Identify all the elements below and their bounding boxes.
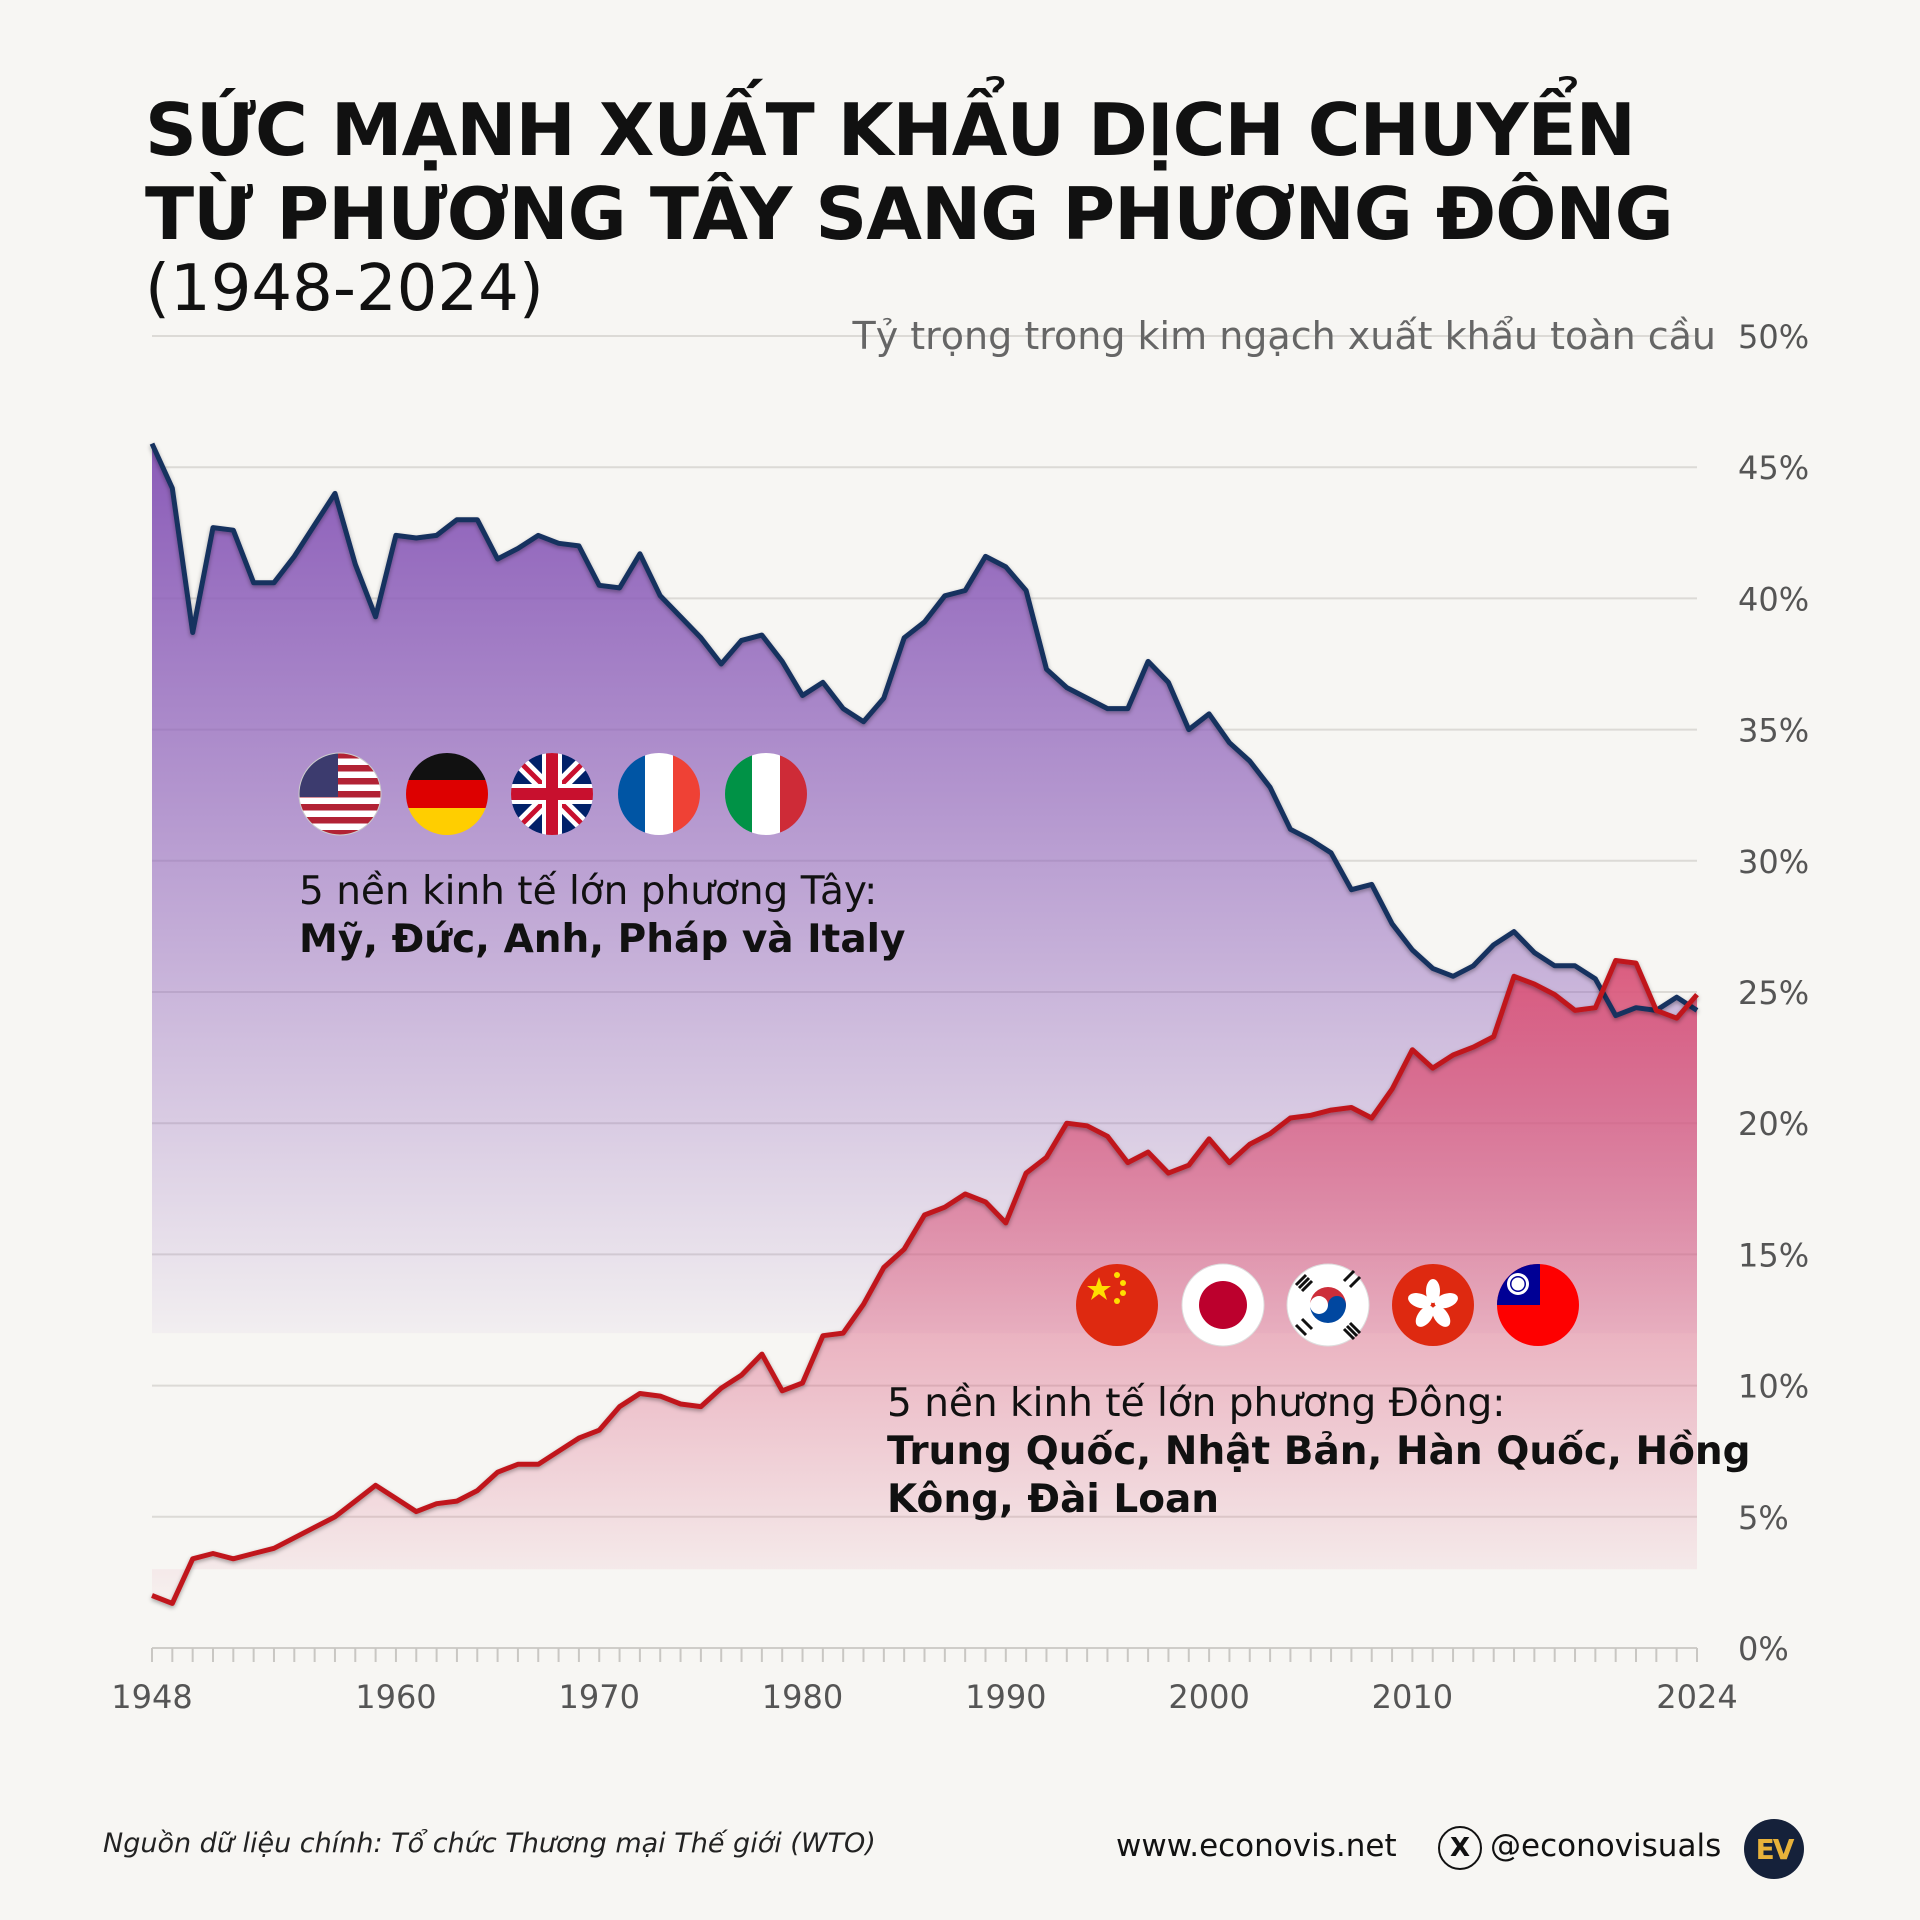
x-tick-label: 1948 (111, 1678, 192, 1716)
x-tick-label: 1970 (559, 1678, 640, 1716)
x-tick-label: 2010 (1372, 1678, 1453, 1716)
y-tick-label: 50% (1738, 318, 1809, 356)
chart-title: SỨC MẠNH XUẤT KHẨU DỊCH CHUYỂN TỪ PHƯƠNG… (145, 88, 1674, 256)
x-tick-label: 1960 (355, 1678, 436, 1716)
y-tick-label: 35% (1738, 712, 1809, 750)
y-tick-label: 25% (1738, 974, 1809, 1012)
social-handle[interactable]: @econovisuals (1490, 1828, 1722, 1864)
germany-flag-icon (405, 752, 489, 836)
east-area-fill (152, 960, 1697, 1604)
y-axis-title: Tỷ trọng trong kim ngạch xuất khẩu toàn … (852, 314, 1717, 358)
east-annotation-line3: Kông, Đài Loan (887, 1477, 1220, 1522)
south-korea-flag-icon (1286, 1263, 1370, 1347)
website-link[interactable]: www.econovis.net (1116, 1828, 1397, 1864)
west-series-line (149, 442, 1699, 1019)
title-line-1: SỨC MẠNH XUẤT KHẨU DỊCH CHUYỂN (145, 88, 1636, 172)
hong-kong-flag-icon (1391, 1263, 1475, 1347)
y-tick-label: 45% (1738, 449, 1809, 487)
west-area-fill (152, 443, 1697, 1334)
east-series-line (151, 958, 1699, 1606)
china-flag-icon (1075, 1263, 1159, 1347)
x-axis: 1948 1960 1970 1980 1990 2000 2010 2024 (111, 1647, 1738, 1716)
west-annotation-line1: 5 nền kinh tế lớn phương Tây: (299, 869, 878, 914)
x-tick-label: 1990 (965, 1678, 1046, 1716)
west-annotation-line2: Mỹ, Đức, Anh, Pháp và Italy (299, 917, 906, 962)
x-tick-label: 2024 (1656, 1678, 1737, 1716)
x-logo-icon: X (1438, 1826, 1482, 1870)
east-annotation-line1: 5 nền kinh tế lớn phương Đông: (887, 1381, 1506, 1426)
y-tick-label: 40% (1738, 580, 1809, 618)
y-tick-label: 0% (1738, 1630, 1789, 1668)
y-tick-label: 20% (1738, 1105, 1809, 1143)
east-annotation-line2: Trung Quốc, Nhật Bản, Hàn Quốc, Hồng (887, 1429, 1751, 1474)
x-tick-label: 1980 (762, 1678, 843, 1716)
y-tick-label: 15% (1738, 1236, 1809, 1274)
data-source-note: Nguồn dữ liệu chính: Tổ chức Thương mại … (103, 1828, 876, 1859)
y-tick-label: 5% (1738, 1499, 1789, 1537)
japan-flag-icon (1181, 1263, 1265, 1347)
east-annotation: 5 nền kinh tế lớn phương Đông: Trung Quố… (887, 1380, 1751, 1524)
title-line-2: TỪ PHƯƠNG TÂY SANG PHƯƠNG ĐÔNG (145, 172, 1674, 256)
y-tick-label: 30% (1738, 843, 1809, 881)
y-tick-label: 10% (1738, 1368, 1809, 1406)
taiwan-flag-icon (1496, 1263, 1580, 1347)
y-axis-ticks: 50% 45% 40% 35% 30% 25% 20% 15% 10% 5% 0% (1738, 318, 1809, 1668)
uk-flag-icon (510, 752, 594, 836)
france-flag-icon (617, 752, 701, 836)
west-annotation: 5 nền kinh tế lớn phương Tây: Mỹ, Đức, A… (299, 868, 905, 964)
italy-flag-icon (724, 752, 808, 836)
econovis-logo: EV (1744, 1819, 1804, 1879)
us-flag-icon (298, 752, 382, 836)
x-tick-label: 2000 (1168, 1678, 1249, 1716)
chart-subtitle: (1948-2024) (145, 252, 544, 326)
